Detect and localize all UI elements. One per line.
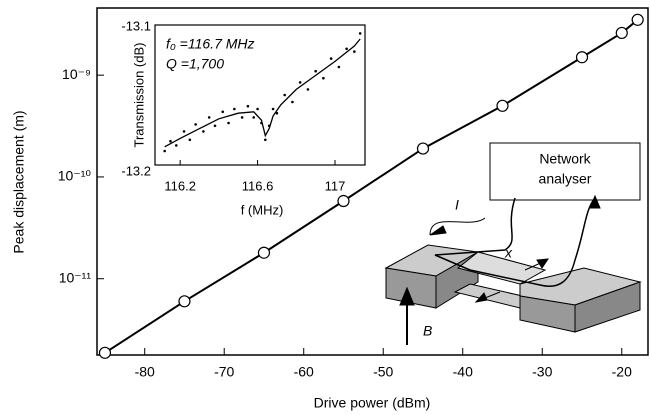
inset-point	[169, 139, 172, 143]
inset-point	[291, 100, 294, 104]
inset-point	[233, 107, 236, 111]
inset-annotation: Q =1,700	[166, 56, 224, 72]
data-point	[631, 13, 644, 26]
data-point	[98, 346, 112, 359]
inset-x-tick-label: 116.2	[164, 178, 196, 193]
analyser-label: Network	[539, 151, 591, 167]
inset-point	[264, 138, 267, 142]
inset-y-tick-label: -13.1	[121, 18, 151, 33]
inset-point	[345, 47, 348, 51]
inset-point	[322, 76, 325, 80]
inset-point	[252, 116, 256, 119]
inset-point	[194, 123, 197, 126]
x-tick-label: -20	[612, 364, 632, 380]
data-point	[337, 194, 350, 208]
data-point	[178, 295, 191, 308]
inset-point	[188, 138, 192, 142]
inset-point	[246, 104, 250, 108]
inset-y-label: Transmission (dB)	[131, 43, 146, 148]
x-tick-label: -40	[453, 364, 473, 380]
x-tick-label: -30	[532, 364, 552, 380]
inset-point	[314, 69, 317, 73]
data-point	[257, 246, 271, 259]
inset-x-label: f (MHz)	[241, 202, 284, 217]
data-point	[416, 142, 430, 155]
inset-point	[306, 88, 310, 91]
inset-point	[182, 130, 186, 133]
data-point	[496, 99, 509, 112]
inset-frame	[154, 24, 366, 166]
plot-frame	[96, 7, 649, 356]
inset-point	[353, 50, 356, 53]
inset-point	[202, 130, 205, 133]
displacement-label: x	[504, 245, 513, 261]
inset-point	[174, 144, 178, 147]
inset-point	[240, 116, 244, 119]
inset-point	[275, 111, 279, 115]
y-axis-label: Peak displacement (m)	[11, 110, 27, 253]
x-tick-label: -60	[294, 364, 314, 380]
inset-point	[358, 32, 362, 35]
inset-x-tick-label: 117	[325, 178, 346, 193]
x-tick-label: -80	[135, 364, 155, 380]
data-point	[575, 51, 589, 64]
inset-point	[271, 107, 275, 111]
device-diagram	[384, 142, 642, 345]
y-tick-label: 10⁻¹⁰	[58, 168, 92, 184]
inset-x-tick-label: 116.6	[242, 178, 274, 193]
inset-fit-line	[164, 38, 361, 148]
inset-annotation: f₀ =116.7 MHz	[166, 36, 255, 52]
data-point	[615, 26, 628, 40]
inset-point	[227, 121, 230, 125]
x-tick-label: -50	[373, 364, 393, 380]
analyser-label: analyser	[539, 171, 592, 187]
y-tick-label: 10⁻¹¹	[59, 269, 92, 285]
inset-point	[256, 107, 259, 111]
inset-point	[283, 93, 286, 97]
inset-point	[221, 110, 225, 114]
inset-point	[163, 149, 166, 153]
y-tick-label: 10⁻⁹	[62, 66, 91, 82]
current-label: I	[455, 197, 459, 213]
inset-point	[207, 116, 211, 119]
inset-point	[329, 57, 333, 60]
x-tick-label: -70	[214, 364, 234, 380]
inset-point	[213, 124, 217, 128]
inset-point	[337, 65, 341, 69]
inset-y-tick-label: -13.2	[121, 163, 151, 178]
inset-point	[298, 81, 302, 84]
x-axis-label: Drive power (dBm)	[314, 395, 431, 411]
field-label: B	[423, 323, 432, 339]
